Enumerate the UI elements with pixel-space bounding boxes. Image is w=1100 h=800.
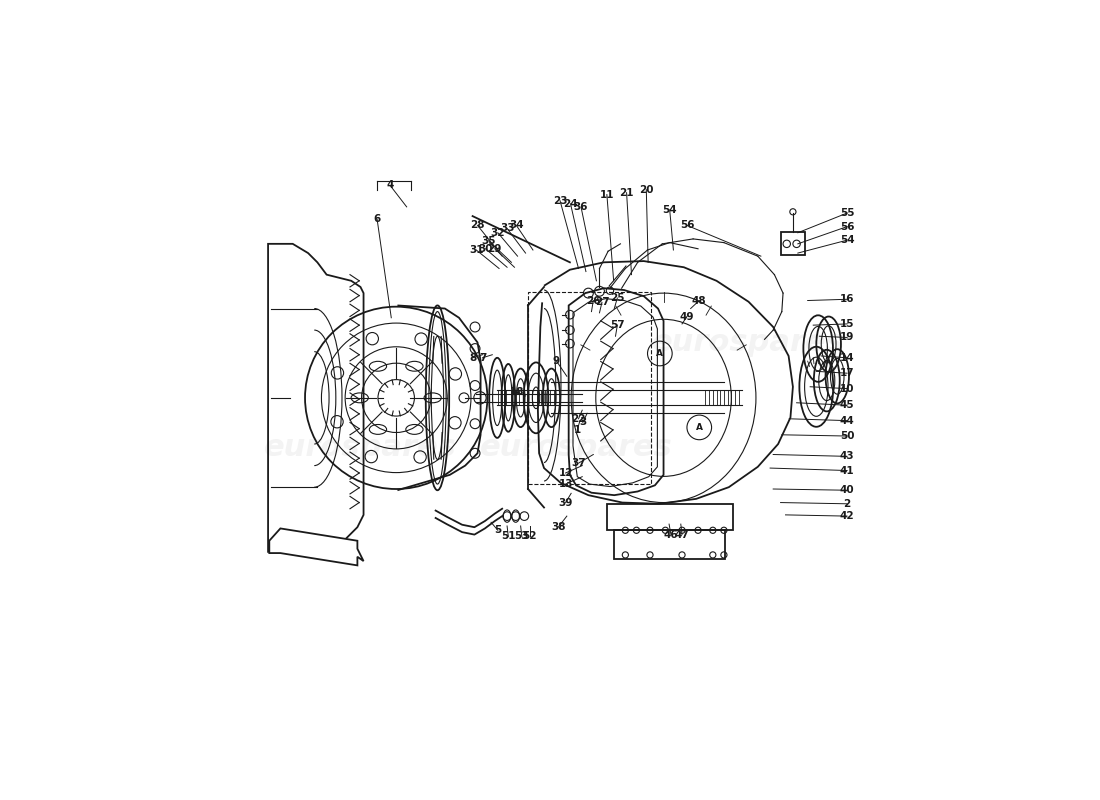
- Text: 2: 2: [844, 498, 850, 509]
- Text: 46: 46: [663, 530, 679, 539]
- Text: 26: 26: [586, 295, 601, 306]
- Text: 33: 33: [499, 223, 515, 234]
- Text: 29: 29: [487, 244, 502, 254]
- Text: 4: 4: [386, 180, 394, 190]
- Text: 5: 5: [494, 526, 502, 535]
- Text: 16: 16: [840, 294, 855, 304]
- Text: 12: 12: [559, 468, 573, 478]
- Text: 32: 32: [491, 228, 505, 238]
- Text: 11: 11: [600, 190, 614, 199]
- Polygon shape: [270, 529, 363, 566]
- Text: 53: 53: [515, 531, 529, 542]
- Text: eurospares: eurospares: [480, 433, 672, 462]
- Text: 8: 8: [469, 353, 476, 363]
- Text: 30: 30: [478, 244, 493, 254]
- Text: 47: 47: [674, 530, 690, 539]
- Text: 22: 22: [571, 414, 586, 424]
- Text: 57: 57: [610, 320, 625, 330]
- Text: 56: 56: [680, 220, 694, 230]
- Text: 3: 3: [580, 418, 586, 427]
- Text: 20: 20: [639, 185, 653, 194]
- Text: 54: 54: [662, 205, 676, 215]
- Text: 37: 37: [571, 458, 586, 468]
- Text: 55: 55: [840, 208, 855, 218]
- Text: 9: 9: [553, 356, 560, 366]
- Text: 31: 31: [469, 245, 484, 255]
- Text: 40: 40: [839, 486, 855, 495]
- Text: 43: 43: [839, 451, 855, 462]
- Text: A: A: [657, 349, 663, 358]
- Text: 6: 6: [374, 214, 381, 224]
- Text: 25: 25: [610, 293, 625, 303]
- Text: 42: 42: [839, 511, 855, 521]
- Text: 41: 41: [839, 466, 855, 475]
- Text: 13: 13: [559, 479, 573, 489]
- Text: 19: 19: [840, 333, 855, 342]
- Text: 18: 18: [509, 386, 525, 397]
- Text: 38: 38: [551, 522, 565, 532]
- Text: 15: 15: [840, 319, 855, 329]
- Text: 28: 28: [471, 220, 485, 230]
- Text: 54: 54: [839, 235, 855, 245]
- Text: 48: 48: [692, 295, 706, 306]
- Text: 56: 56: [840, 222, 855, 231]
- Text: 34: 34: [509, 220, 524, 230]
- Text: 49: 49: [680, 311, 694, 322]
- Text: 45: 45: [839, 400, 855, 410]
- Text: 7: 7: [478, 353, 486, 363]
- Text: 23: 23: [553, 196, 568, 206]
- Text: 24: 24: [563, 199, 578, 209]
- Text: 10: 10: [840, 383, 855, 394]
- Text: eurospares: eurospares: [652, 328, 845, 357]
- Text: 27: 27: [595, 298, 609, 307]
- Text: A: A: [696, 423, 703, 432]
- Text: eurospares: eurospares: [264, 433, 456, 462]
- Text: 50: 50: [840, 431, 855, 441]
- Text: 35: 35: [482, 236, 496, 246]
- Text: 51: 51: [502, 531, 516, 542]
- Text: 52: 52: [522, 531, 537, 542]
- Text: 17: 17: [839, 368, 855, 378]
- Text: 44: 44: [839, 416, 855, 426]
- Text: 39: 39: [559, 498, 573, 507]
- Text: 36: 36: [574, 202, 589, 212]
- Text: 14: 14: [839, 353, 855, 363]
- Text: 21: 21: [619, 188, 634, 198]
- Text: 1: 1: [574, 425, 581, 435]
